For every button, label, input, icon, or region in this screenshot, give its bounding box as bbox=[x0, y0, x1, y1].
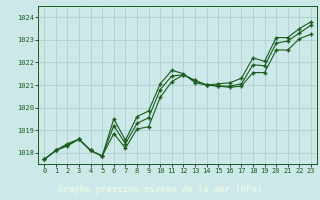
Text: Graphe pression niveau de la mer (hPa): Graphe pression niveau de la mer (hPa) bbox=[58, 185, 262, 194]
